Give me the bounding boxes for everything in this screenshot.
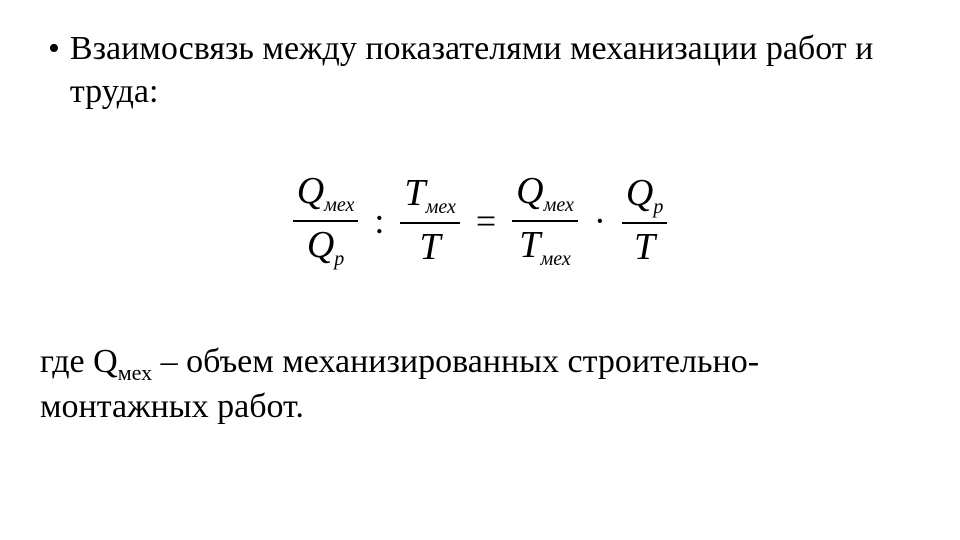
bullet-text: Взаимосвязь между показателями механизац… [70, 28, 920, 113]
frac3-num-sub: мех [544, 194, 574, 216]
operator-divide: : [374, 200, 384, 242]
bullet-block: • Взаимосвязь между показателями механиз… [48, 28, 920, 113]
formula-equation: Qмех Qр : Tмех T = Qмех Tмех · Qр T [40, 161, 920, 281]
where-clause: где Qмех – объем механизированных строит… [40, 341, 920, 429]
frac1-num-base: Q [297, 172, 324, 212]
frac2-den-base: T [420, 228, 441, 268]
frac4-bar [622, 222, 667, 224]
fraction-2: Tмех T [400, 174, 459, 268]
frac3-den-base: T [519, 226, 540, 266]
frac2-bar [400, 222, 459, 224]
fraction-3: Qмех Tмех [512, 172, 578, 270]
frac2-num-sub: мех [426, 196, 456, 218]
frac4-num-base: Q [626, 174, 653, 214]
fraction-4: Qр T [622, 174, 667, 268]
frac4-num-sub: р [653, 196, 663, 218]
frac2-num-base: T [404, 174, 425, 214]
bullet-dot: • [48, 30, 60, 68]
operator-equals: = [476, 200, 496, 242]
frac1-num-sub: мех [324, 194, 354, 216]
frac1-den-sub: р [334, 248, 344, 270]
frac4-den-base: T [634, 228, 655, 268]
frac3-num-base: Q [516, 172, 543, 212]
where-prefix: где [40, 343, 93, 380]
frac3-bar [512, 220, 578, 222]
frac3-den-sub: мех [540, 248, 570, 270]
where-symbol-base: Q [93, 343, 118, 380]
fraction-1: Qмех Qр [293, 172, 359, 270]
operator-dot: · [594, 200, 606, 242]
frac1-den-base: Q [307, 226, 334, 266]
frac1-bar [293, 220, 359, 222]
where-symbol-sub: мех [118, 360, 152, 385]
